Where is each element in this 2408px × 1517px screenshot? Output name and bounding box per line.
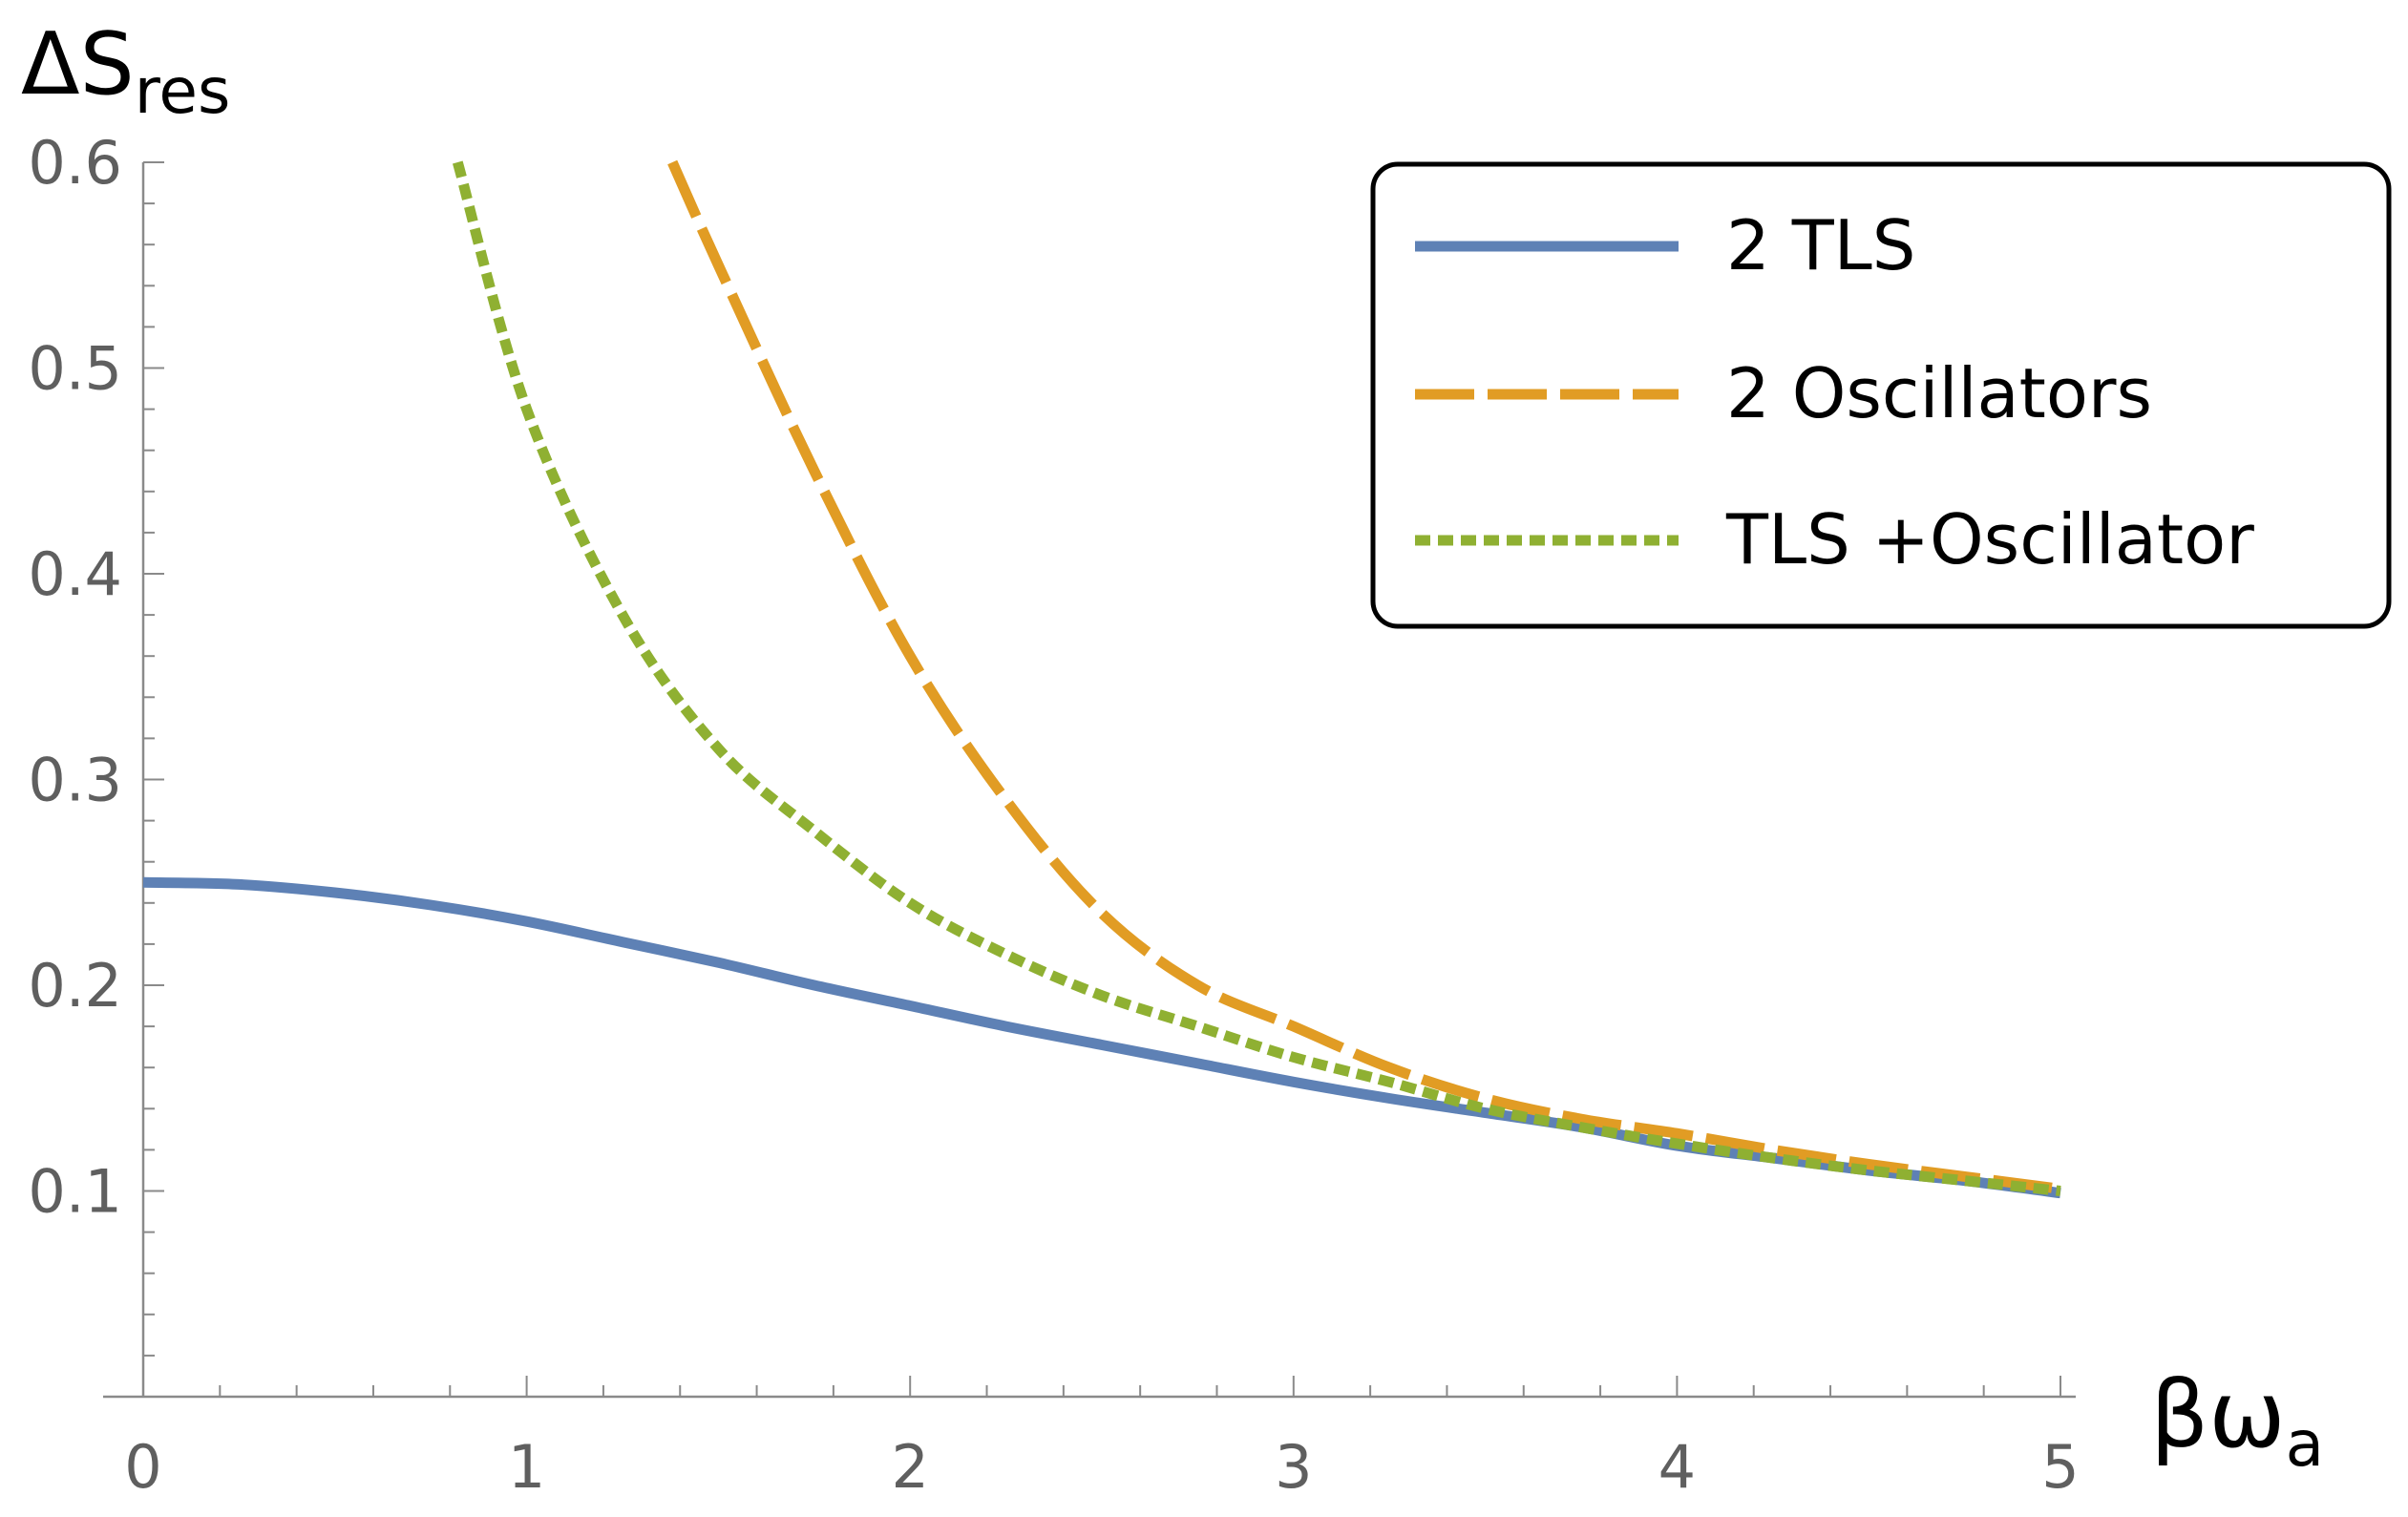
legend-label-2-oscillators: 2 Oscillators [1726, 353, 2152, 433]
x-tick-label: 4 [1658, 1432, 1696, 1502]
legend-label-2-tls: 2 TLS [1726, 205, 1916, 285]
x-tick-label: 3 [1275, 1432, 1312, 1502]
y-tick-label: 0.6 [28, 128, 122, 198]
x-tick-label: 5 [2041, 1432, 2079, 1502]
series-line-2-oscillators [667, 159, 2061, 1194]
x-axis-title-main: βω [2150, 1361, 2286, 1468]
series-layer [142, 159, 2061, 1199]
legend-box [1370, 161, 2392, 629]
y-tick-label: 0.3 [28, 746, 122, 815]
x-axis-title-sub: a [2286, 1407, 2324, 1481]
y-axis-title-sub: res [135, 54, 231, 128]
y-axis-title-main: ΔS [21, 14, 135, 115]
x-tick-label: 1 [508, 1432, 545, 1502]
series-line-2-tls [142, 876, 2061, 1199]
x-tick-label: 0 [124, 1432, 161, 1502]
y-tick-label: 0.4 [28, 539, 122, 609]
y-tick-label: 0.5 [28, 334, 122, 404]
y-tick-label: 0.2 [28, 951, 122, 1021]
x-ticks: 0 1 2 3 4 5 [124, 1376, 2080, 1502]
legend: 2 TLS 2 Oscillators TLS +Oscillator [1370, 161, 2392, 629]
y-ticks: 0.1 0.2 0.3 0.4 0.5 0.6 [28, 128, 164, 1357]
legend-label-tls-oscillator: TLS +Oscillator [1725, 499, 2254, 579]
y-tick-label: 0.1 [28, 1157, 122, 1227]
series-line-tls-oscillator [453, 160, 2061, 1196]
x-tick-label: 2 [891, 1432, 928, 1502]
x-axis-title: βωa [2150, 1361, 2324, 1481]
y-axis-title: ΔSres [21, 14, 230, 128]
